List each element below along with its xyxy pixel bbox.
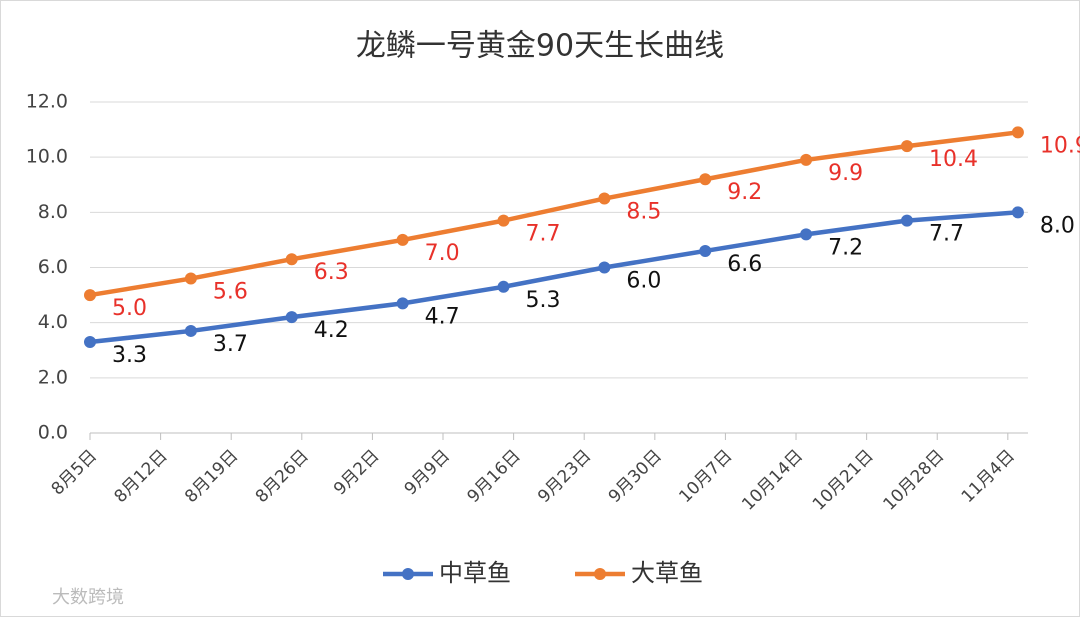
data-label: 6.3: [314, 260, 349, 285]
data-label: 3.3: [112, 343, 147, 368]
watermark: 大数跨境: [52, 587, 124, 608]
data-point: [699, 244, 712, 257]
data-point: [184, 272, 197, 285]
data-point: [800, 153, 813, 166]
data-label: 8.0: [1040, 213, 1075, 238]
data-label: 6.0: [626, 269, 661, 294]
data-label: 4.2: [314, 318, 349, 343]
data-point: [285, 253, 298, 266]
y-tick-label: 8.0: [38, 201, 68, 223]
series-line: [89, 210, 1019, 345]
data-point: [497, 214, 510, 227]
data-label: 5.0: [112, 296, 147, 321]
data-label: 7.2: [828, 235, 863, 260]
y-tick-label: 4.0: [38, 311, 68, 333]
chart-title: 龙鳞一号黄金90天生长曲线: [356, 29, 724, 64]
data-label: 4.7: [425, 304, 460, 329]
data-point: [598, 192, 611, 205]
data-label: 5.3: [526, 288, 561, 313]
data-point: [396, 297, 409, 310]
data-label: 8.5: [626, 200, 661, 225]
series-line: [89, 130, 1019, 298]
data-point: [699, 173, 712, 186]
data-point: [900, 214, 913, 227]
legend-marker: [402, 568, 414, 580]
data-point: [84, 335, 96, 348]
y-tick-label: 10.0: [26, 146, 68, 168]
data-label: 9.9: [828, 161, 863, 186]
data-point: [184, 324, 197, 337]
data-label: 7.7: [526, 222, 561, 247]
data-point: [497, 280, 510, 293]
legend-label: 中草鱼: [439, 559, 511, 587]
data-label: 3.7: [213, 332, 248, 357]
data-point: [900, 140, 913, 153]
data-label: 6.6: [727, 252, 762, 277]
data-label: 7.7: [929, 222, 964, 247]
data-point: [1011, 126, 1024, 139]
y-tick-label: 0.0: [38, 422, 68, 444]
data-label: 5.6: [213, 280, 248, 305]
legend-label: 大草鱼: [631, 559, 703, 587]
data-point: [285, 311, 298, 324]
data-point: [84, 289, 96, 302]
data-point: [800, 228, 813, 241]
data-point: [1011, 206, 1024, 219]
data-point: [396, 233, 409, 246]
data-label: 7.0: [425, 241, 460, 266]
legend-marker: [594, 568, 606, 580]
y-tick-label: 2.0: [38, 366, 68, 388]
data-label: 10.4: [929, 147, 978, 172]
y-tick-label: 6.0: [38, 256, 68, 278]
data-label: 10.9: [1040, 133, 1080, 158]
y-tick-label: 12.0: [26, 91, 68, 113]
data-label: 9.2: [727, 180, 762, 205]
data-point: [598, 261, 611, 274]
